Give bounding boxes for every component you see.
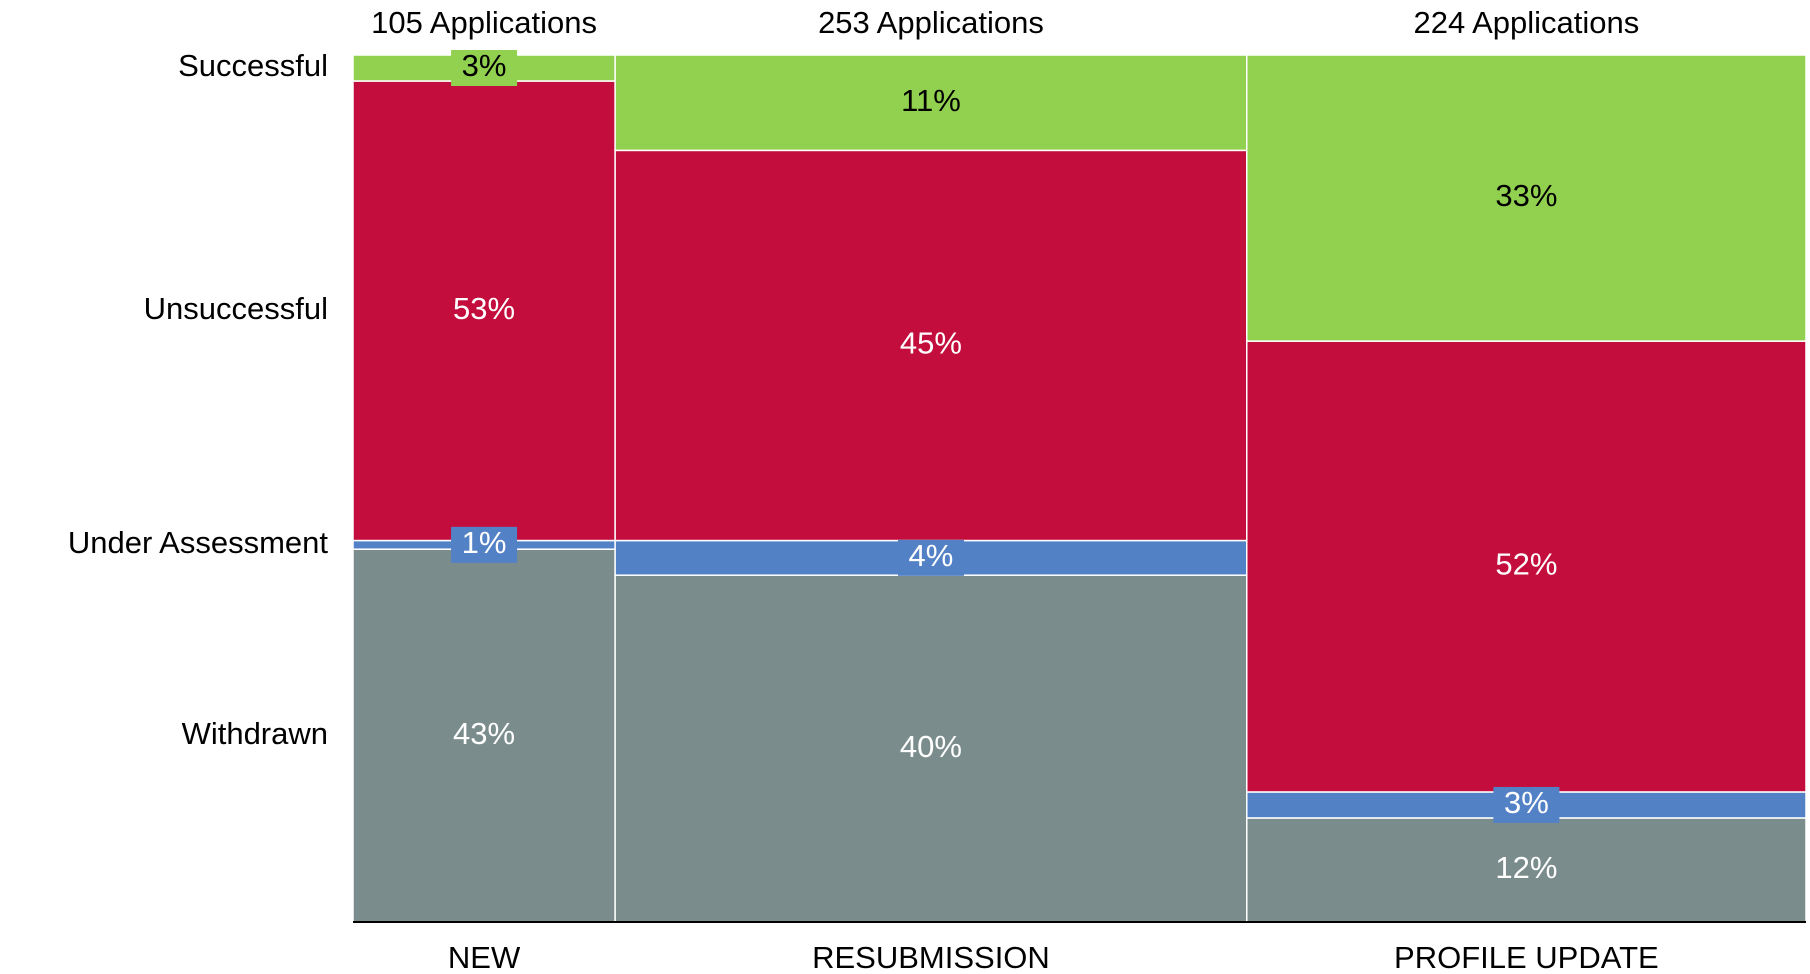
row-label: Withdrawn bbox=[182, 716, 328, 751]
value-label: 3% bbox=[462, 48, 507, 83]
segment bbox=[614, 574, 1248, 923]
row-label: Successful bbox=[178, 48, 328, 83]
value-label: 53% bbox=[453, 291, 515, 326]
label-box bbox=[1493, 786, 1560, 823]
segment bbox=[352, 80, 616, 542]
value-label: 52% bbox=[1495, 547, 1557, 582]
column-total-label: 253 Applications bbox=[818, 5, 1044, 40]
segment bbox=[614, 149, 1248, 542]
label-box bbox=[897, 539, 964, 576]
row-label: Unsuccessful bbox=[144, 291, 328, 326]
segment bbox=[1246, 817, 1807, 923]
x-tick-label: NEW bbox=[448, 940, 521, 974]
value-label: 43% bbox=[453, 716, 515, 751]
value-label: 11% bbox=[901, 83, 961, 118]
x-tick-label: PROFILE UPDATE bbox=[1394, 940, 1659, 974]
column-total-label: 105 Applications bbox=[371, 5, 597, 40]
value-label: 4% bbox=[909, 538, 954, 573]
row-label: Under Assessment bbox=[68, 525, 329, 560]
x-tick-label: RESUBMISSION bbox=[812, 940, 1050, 974]
label-box bbox=[451, 50, 518, 87]
value-label: 33% bbox=[1495, 178, 1557, 213]
value-label: 45% bbox=[900, 326, 962, 361]
label-box bbox=[451, 526, 518, 563]
segment bbox=[1246, 54, 1807, 342]
value-label: 3% bbox=[1504, 785, 1549, 820]
segment bbox=[614, 54, 1248, 152]
value-label: 40% bbox=[900, 729, 962, 764]
column-total-label: 224 Applications bbox=[1413, 5, 1639, 40]
value-label: 12% bbox=[1495, 850, 1557, 885]
value-label: 1% bbox=[462, 525, 507, 560]
segment bbox=[352, 548, 616, 923]
